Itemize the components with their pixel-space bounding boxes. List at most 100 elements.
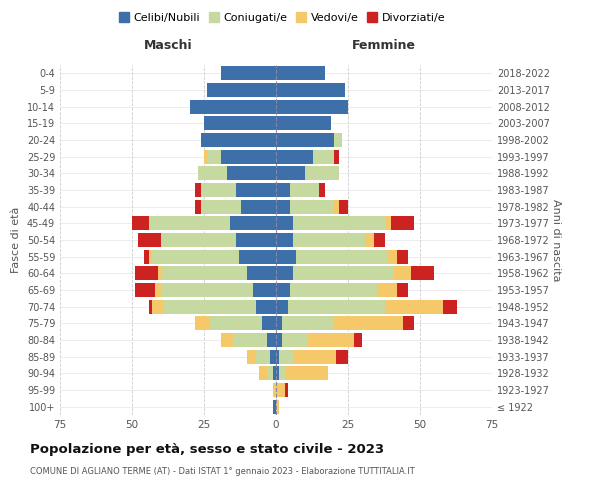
- Bar: [276, 300, 287, 314]
- Bar: [403, 316, 414, 330]
- Bar: [161, 233, 236, 247]
- Bar: [276, 166, 305, 180]
- Bar: [236, 233, 276, 247]
- Bar: [276, 133, 334, 147]
- Y-axis label: Anni di nascita: Anni di nascita: [551, 198, 561, 281]
- Bar: [268, 333, 276, 347]
- Bar: [276, 233, 293, 247]
- Text: Maschi: Maschi: [143, 38, 193, 52]
- Bar: [247, 350, 256, 364]
- Bar: [207, 150, 221, 164]
- Bar: [397, 250, 409, 264]
- Bar: [262, 316, 276, 330]
- Bar: [276, 250, 296, 264]
- Bar: [190, 100, 276, 114]
- Bar: [305, 166, 340, 180]
- Bar: [236, 183, 276, 197]
- Bar: [158, 266, 161, 280]
- Bar: [287, 300, 385, 314]
- Bar: [279, 366, 284, 380]
- Bar: [256, 350, 270, 364]
- Bar: [337, 350, 348, 364]
- Bar: [334, 133, 342, 147]
- Bar: [276, 316, 282, 330]
- Bar: [276, 333, 282, 347]
- Bar: [276, 150, 313, 164]
- Bar: [388, 250, 397, 264]
- Bar: [385, 300, 443, 314]
- Bar: [221, 66, 276, 80]
- Bar: [276, 400, 279, 414]
- Bar: [161, 266, 247, 280]
- Bar: [164, 300, 256, 314]
- Bar: [256, 300, 276, 314]
- Bar: [276, 200, 290, 214]
- Y-axis label: Fasce di età: Fasce di età: [11, 207, 21, 273]
- Legend: Celibi/Nubili, Coniugati/e, Vedovi/e, Divorziati/e: Celibi/Nubili, Coniugati/e, Vedovi/e, Di…: [114, 8, 450, 28]
- Bar: [132, 216, 149, 230]
- Text: COMUNE DI AGLIANO TERME (AT) - Dati ISTAT 1° gennaio 2023 - Elaborazione TUTTITA: COMUNE DI AGLIANO TERME (AT) - Dati ISTA…: [30, 468, 415, 476]
- Bar: [135, 283, 155, 297]
- Bar: [201, 200, 241, 214]
- Bar: [290, 283, 377, 297]
- Bar: [319, 183, 325, 197]
- Bar: [276, 83, 345, 97]
- Bar: [230, 216, 276, 230]
- Bar: [276, 216, 293, 230]
- Bar: [412, 266, 434, 280]
- Bar: [276, 116, 331, 130]
- Bar: [138, 233, 161, 247]
- Text: Popolazione per età, sesso e stato civile - 2023: Popolazione per età, sesso e stato civil…: [30, 442, 384, 456]
- Bar: [204, 150, 207, 164]
- Bar: [293, 216, 385, 230]
- Bar: [374, 233, 385, 247]
- Bar: [273, 366, 276, 380]
- Bar: [201, 133, 276, 147]
- Bar: [276, 350, 279, 364]
- Bar: [293, 233, 365, 247]
- Bar: [149, 216, 230, 230]
- Bar: [443, 300, 457, 314]
- Bar: [196, 200, 201, 214]
- Bar: [196, 316, 210, 330]
- Bar: [290, 183, 319, 197]
- Bar: [227, 166, 276, 180]
- Bar: [276, 266, 293, 280]
- Bar: [276, 100, 348, 114]
- Bar: [253, 283, 276, 297]
- Bar: [334, 316, 403, 330]
- Bar: [135, 266, 158, 280]
- Bar: [152, 300, 164, 314]
- Bar: [221, 333, 233, 347]
- Bar: [293, 350, 337, 364]
- Text: Femmine: Femmine: [352, 38, 416, 52]
- Bar: [276, 383, 284, 397]
- Bar: [385, 216, 391, 230]
- Bar: [259, 366, 268, 380]
- Bar: [233, 333, 268, 347]
- Bar: [241, 200, 276, 214]
- Bar: [313, 150, 334, 164]
- Bar: [210, 316, 262, 330]
- Bar: [296, 250, 388, 264]
- Bar: [377, 283, 397, 297]
- Bar: [207, 83, 276, 97]
- Bar: [152, 250, 239, 264]
- Bar: [221, 150, 276, 164]
- Bar: [198, 166, 227, 180]
- Bar: [394, 266, 412, 280]
- Bar: [293, 266, 394, 280]
- Bar: [365, 233, 374, 247]
- Bar: [155, 283, 161, 297]
- Bar: [149, 250, 152, 264]
- Bar: [204, 116, 276, 130]
- Bar: [354, 333, 362, 347]
- Bar: [273, 400, 276, 414]
- Bar: [334, 150, 340, 164]
- Bar: [268, 366, 273, 380]
- Bar: [239, 250, 276, 264]
- Bar: [149, 300, 152, 314]
- Bar: [397, 283, 409, 297]
- Bar: [290, 200, 334, 214]
- Bar: [282, 316, 334, 330]
